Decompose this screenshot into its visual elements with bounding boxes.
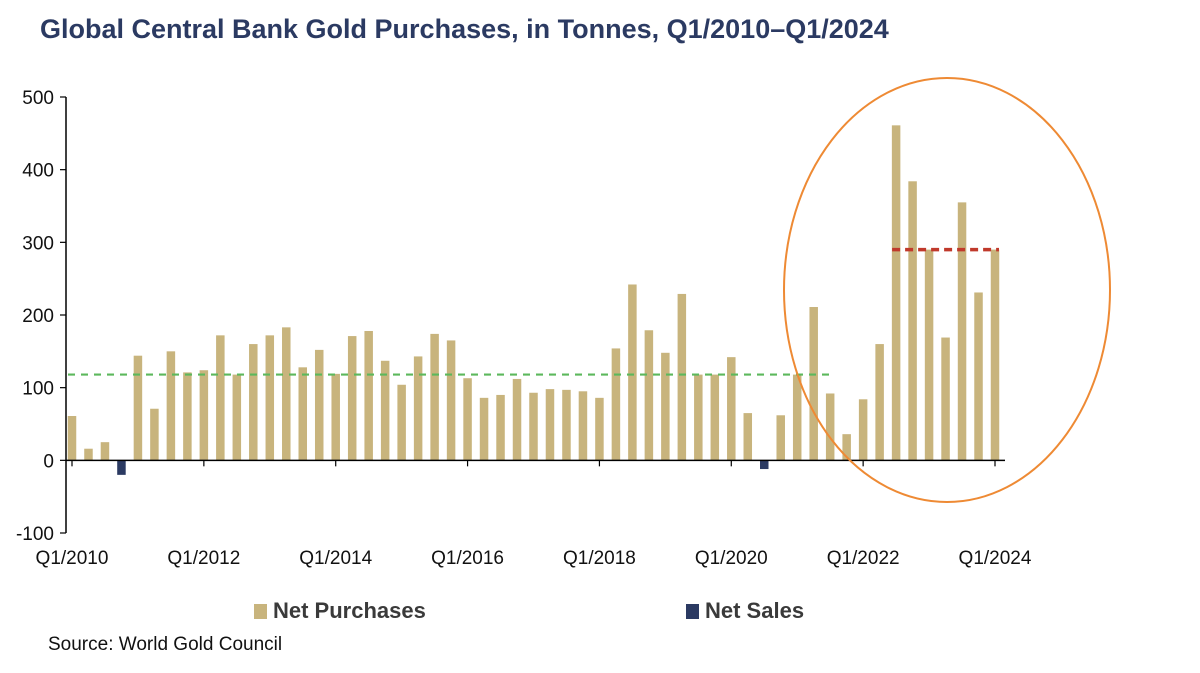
bar-net-purchases-Q3-2017 <box>562 389 571 461</box>
bar-net-purchases-Q1-2018 <box>595 397 604 461</box>
bar-net-sales-Q3-2020 <box>760 460 769 470</box>
legend-label-net-purchases: Net Purchases <box>273 598 426 623</box>
bar-net-purchases-Q3-2018 <box>628 284 637 461</box>
reference-lines-group <box>68 247 999 376</box>
bar-net-purchases-Q2-2018 <box>611 348 621 461</box>
bar-net-purchases-Q1-2023 <box>924 249 934 461</box>
bar-net-purchases-Q3-2015 <box>430 333 439 461</box>
bar-net-purchases-Q4-2020 <box>776 415 785 461</box>
bar-net-purchases-Q2-2016 <box>479 397 489 461</box>
bar-net-purchases-Q1-2012 <box>199 370 209 461</box>
x-tick-label-Q1-2022: Q1/2022 <box>827 548 900 569</box>
bar-net-purchases-Q2-2021 <box>809 307 818 461</box>
bar-net-purchases-Q2-2023 <box>941 337 950 461</box>
y-tick-label-500: 500 <box>22 88 54 109</box>
x-tick-label-Q1-2014: Q1/2014 <box>299 548 372 569</box>
bar-net-purchases-Q2-2012 <box>216 335 225 461</box>
bar-net-purchases-Q2-2017 <box>545 389 555 461</box>
bar-net-purchases-Q1-2010 <box>67 416 77 461</box>
bar-net-purchases-Q1-2024 <box>990 249 1000 461</box>
bar-net-purchases-Q2-2022 <box>875 344 884 461</box>
highlight-ellipse <box>783 77 1111 503</box>
bar-net-purchases-Q2-2019 <box>677 293 687 461</box>
bar-net-purchases-Q1-2022 <box>858 399 868 461</box>
source-note: Source: World Gold Council <box>48 634 283 655</box>
x-tick-label-Q1-2020: Q1/2020 <box>695 548 768 569</box>
bar-net-purchases-Q2-2020 <box>743 413 753 461</box>
bar-net-purchases-Q2-2013 <box>282 327 291 461</box>
bar-net-purchases-Q3-2019 <box>694 374 703 461</box>
bar-net-purchases-Q3-2023 <box>957 202 967 461</box>
bar-net-purchases-Q3-2010 <box>100 442 110 461</box>
x-tick-label-Q1-2018: Q1/2018 <box>563 548 636 569</box>
y-tick-label-400: 400 <box>22 161 54 182</box>
x-tick-label-Q1-2012: Q1/2012 <box>167 548 240 569</box>
bar-net-purchases-Q1-2019 <box>661 352 670 461</box>
bar-net-purchases-Q4-2021 <box>842 434 851 461</box>
bar-net-purchases-Q3-2014 <box>364 330 373 461</box>
legend-label-net-sales: Net Sales <box>705 598 805 623</box>
bars-group <box>67 125 1000 475</box>
legend-swatch-net-sales <box>686 603 699 619</box>
bar-net-purchases-Q3-2011 <box>166 351 176 461</box>
bar-net-purchases-Q2-2015 <box>413 356 423 461</box>
annotations-group <box>783 77 1111 503</box>
bar-net-sales-Q4-2010 <box>117 460 126 475</box>
y-tick-label-0: 0 <box>43 451 54 472</box>
bar-net-purchases-Q1-2020 <box>727 357 736 461</box>
x-tick-label-Q1-2024: Q1/2024 <box>959 548 1032 569</box>
bar-net-purchases-Q4-2022 <box>908 181 917 461</box>
bar-net-purchases-Q4-2011 <box>183 372 192 461</box>
bar-net-purchases-Q4-2015 <box>446 340 456 461</box>
y-tick-label-100: 100 <box>22 379 54 400</box>
bar-net-purchases-Q1-2016 <box>463 378 472 461</box>
bar-net-purchases-Q3-2021 <box>825 393 835 461</box>
y-tick-label-200: 200 <box>22 306 54 327</box>
bar-net-purchases-Q4-2018 <box>644 330 654 461</box>
x-tick-label-Q1-2016: Q1/2016 <box>431 548 504 569</box>
bar-net-purchases-Q3-2012 <box>232 374 242 461</box>
bar-net-purchases-Q3-2016 <box>496 394 505 461</box>
legend-item-net-purchases: Net Purchases <box>254 598 426 624</box>
bar-net-purchases-Q4-2014 <box>380 360 390 461</box>
y-tick-label-300: 300 <box>22 233 54 254</box>
bar-net-purchases-Q2-2010 <box>84 448 93 461</box>
legend-item-net-sales: Net Sales <box>686 598 804 624</box>
bar-net-purchases-Q4-2016 <box>512 378 522 461</box>
bar-net-purchases-Q4-2023 <box>974 292 983 461</box>
bar-net-purchases-Q4-2013 <box>314 349 324 461</box>
bar-net-purchases-Q4-2012 <box>249 344 258 461</box>
bar-net-purchases-Q4-2019 <box>710 374 720 461</box>
bar-net-purchases-Q1-2017 <box>529 392 538 461</box>
bar-net-purchases-Q3-2013 <box>298 367 307 461</box>
axes-group: -100 0 100 200 300 400 500 Q1/2010 Q1/2012 Q1/201… <box>16 88 1032 569</box>
bar-net-purchases-Q1-2015 <box>397 384 406 461</box>
x-tick-label-Q1-2010: Q1/2010 <box>36 548 109 569</box>
legend-swatch-net-purchases <box>254 603 267 619</box>
bar-net-purchases-Q4-2017 <box>578 391 588 461</box>
bar-net-purchases-Q1-2021 <box>792 374 802 461</box>
bar-net-purchases-Q1-2011 <box>133 355 143 461</box>
bar-net-purchases-Q2-2014 <box>347 336 357 461</box>
chart-title: Global Central Bank Gold Purchases, in T… <box>40 14 889 44</box>
bar-net-purchases-Q2-2011 <box>150 408 159 461</box>
bar-net-purchases-Q1-2014 <box>331 373 340 461</box>
y-tick-label--100: -100 <box>16 524 54 545</box>
bar-net-purchases-Q1-2013 <box>265 335 275 461</box>
bar-net-purchases-Q3-2022 <box>891 125 901 461</box>
